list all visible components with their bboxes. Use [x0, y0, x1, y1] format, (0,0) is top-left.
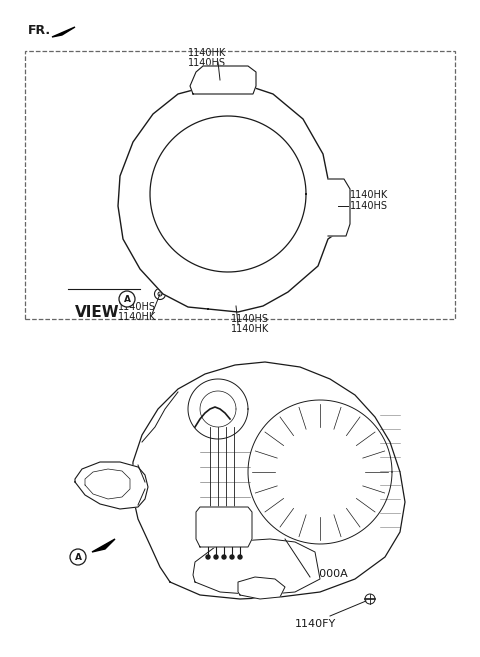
Text: 1140HS: 1140HS [118, 302, 156, 312]
Text: VIEW: VIEW [75, 305, 120, 320]
Circle shape [230, 555, 234, 559]
Text: 1140HK: 1140HK [118, 312, 156, 322]
Text: 45000A: 45000A [305, 569, 348, 579]
Circle shape [214, 555, 218, 559]
Text: 1140HS: 1140HS [188, 58, 226, 68]
Polygon shape [132, 362, 405, 599]
Circle shape [238, 555, 242, 559]
Polygon shape [75, 462, 148, 509]
Text: A: A [74, 553, 82, 562]
Polygon shape [328, 179, 350, 236]
Polygon shape [248, 400, 392, 544]
Polygon shape [238, 577, 285, 599]
Polygon shape [52, 27, 75, 37]
Text: 1140HK: 1140HK [231, 324, 269, 334]
Circle shape [206, 555, 210, 559]
Polygon shape [118, 84, 343, 312]
Circle shape [222, 555, 226, 559]
Text: 1140HK: 1140HK [350, 190, 388, 200]
Text: 1140HS: 1140HS [350, 201, 388, 211]
Bar [25, 51, 455, 319]
Text: FR.: FR. [28, 24, 51, 37]
Polygon shape [196, 507, 252, 547]
Text: 1140HS: 1140HS [231, 314, 269, 324]
Polygon shape [190, 66, 256, 94]
Text: A: A [123, 294, 131, 304]
Polygon shape [193, 539, 320, 595]
Circle shape [365, 594, 375, 604]
Text: 1140FY: 1140FY [295, 619, 336, 629]
Circle shape [119, 291, 135, 307]
Polygon shape [150, 116, 306, 272]
Text: 1140HK: 1140HK [188, 48, 226, 58]
Polygon shape [92, 539, 115, 552]
Circle shape [70, 549, 86, 565]
